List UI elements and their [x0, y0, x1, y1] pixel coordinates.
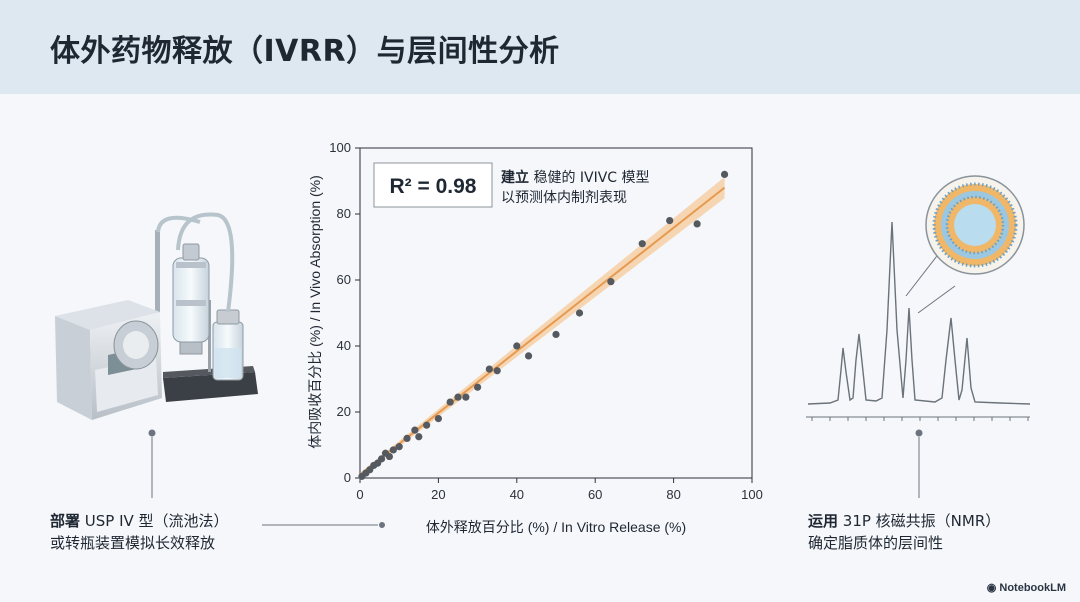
- scatter-point: [454, 393, 462, 401]
- r2-label: R² = 0.98: [390, 175, 477, 198]
- y-tick-label: 80: [337, 206, 351, 221]
- y-tick-label: 20: [337, 404, 351, 419]
- plot-frame: [359, 147, 753, 479]
- r2-box: [373, 162, 493, 208]
- scatter-point: [607, 278, 615, 286]
- scatter-point: [395, 443, 403, 451]
- scatter-point: [434, 415, 442, 423]
- regression-line: [359, 186, 726, 476]
- liposome-icon: [925, 175, 1025, 275]
- scatter-point: [462, 393, 470, 401]
- scatter-point: [485, 365, 493, 373]
- right-caption-bold: 运用: [808, 512, 839, 530]
- header-bar: 体外药物释放（IVRR）与层间性分析: [0, 0, 1080, 94]
- x-tick-label: 20: [431, 487, 445, 502]
- annotation-text-1: 稳健的 IVIVC 模型: [529, 170, 650, 186]
- scatter-point: [389, 446, 397, 454]
- scatter-point: [474, 383, 482, 391]
- right-connector-dot: [915, 429, 923, 437]
- y-axis-label: 体内吸收百分比 (%) / In Vivo Absorption (%): [307, 175, 323, 449]
- x-tick-label: 40: [510, 487, 524, 502]
- scatter-point: [575, 309, 584, 317]
- right-caption-line2: 确定脂质体的层间性: [808, 534, 944, 552]
- left-connector-dot: [148, 429, 156, 437]
- scatter-point: [377, 455, 386, 463]
- scatter-point: [638, 240, 646, 248]
- notebooklm-logo-icon: ◉: [986, 582, 997, 594]
- chart-connector-dot: [379, 522, 385, 528]
- brand-watermark: ◉ NotebookLM: [987, 581, 1066, 594]
- y-axis-ticks: 0 20 40 60 80 100: [329, 140, 360, 485]
- scatter-point: [524, 352, 533, 360]
- y-tick-label: 60: [337, 272, 351, 287]
- brand-label: NotebookLM: [999, 582, 1066, 594]
- annotation-line-2: 以预测体内制剂表现: [501, 190, 627, 206]
- scatter-point: [403, 434, 411, 442]
- left-caption-line1: USP IV 型（流池法）: [80, 512, 229, 530]
- x-axis-ticks: 0 20 40 60 80 100: [356, 478, 763, 502]
- scatter-point: [415, 433, 423, 441]
- annotation-bold-word: 建立: [501, 169, 529, 186]
- y-tick-label: 100: [329, 140, 351, 155]
- scatter-point: [446, 398, 454, 406]
- scatter-point: [411, 426, 419, 434]
- page-title: 体外药物释放（IVRR）与层间性分析: [50, 34, 560, 69]
- scatter-point: [493, 367, 501, 375]
- nmr-spectrum-illustration: [806, 175, 1031, 421]
- scatter-point: [513, 342, 521, 350]
- right-caption: 运用 31P 核磁共振（NMR） 确定脂质体的层间性: [808, 510, 1000, 554]
- scatter-point: [720, 170, 729, 178]
- left-caption-line2: 或转瓶装置模拟长效释放: [50, 534, 216, 552]
- x-tick-label: 100: [741, 487, 763, 502]
- ivivc-scatter-chart: 0 20 40 60 80 100 0 20 40 60 80 100 体外释放百分比 (%) / …: [307, 140, 763, 535]
- scatter-point: [693, 220, 701, 228]
- y-tick-label: 0: [344, 470, 351, 485]
- y-tick-label: 40: [337, 338, 351, 353]
- scatter-point: [385, 452, 393, 461]
- scatter-point: [552, 330, 560, 339]
- data-points: [358, 170, 729, 480]
- x-axis-label: 体外释放百分比 (%) / In Vitro Release (%): [426, 519, 686, 535]
- x-tick-label: 80: [666, 487, 680, 502]
- scatter-point: [666, 217, 674, 225]
- annotation-line-1: 建立 稳健的 IVIVC 模型: [501, 169, 650, 186]
- right-caption-line1: 31P 核磁共振（NMR）: [838, 512, 1001, 530]
- x-tick-label: 0: [356, 487, 363, 502]
- x-tick-label: 60: [588, 487, 602, 502]
- left-caption-bold: 部署: [50, 512, 81, 530]
- left-caption: 部署 USP IV 型（流池法） 或转瓶装置模拟长效释放: [50, 510, 229, 554]
- scatter-point: [423, 421, 431, 429]
- usp-apparatus-illustration: [55, 212, 258, 420]
